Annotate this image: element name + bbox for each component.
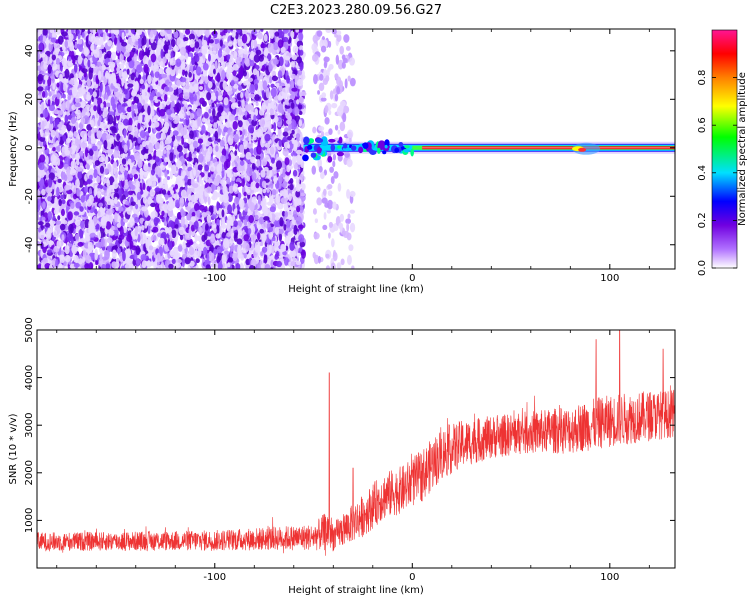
spectrogram-x-label: Height of straight line (km) — [288, 284, 424, 295]
spectrogram-panel: -100 0 100 -40 -20 0 20 40 Height of straight … — [8, 28, 676, 295]
snr-x-ticks: -100 0 100 — [56, 330, 650, 583]
figure-title: C2E3.2023.280.09.56.G27 — [270, 3, 442, 18]
colorbar-gradient — [711, 29, 738, 269]
snr-frame — [36, 329, 676, 569]
snr-series-line — [37, 330, 675, 556]
colorbar-tick-label: 0.4 — [697, 165, 708, 181]
snr-y-tick-label: 3000 — [24, 412, 35, 437]
colorbar-tick-label: 0.6 — [697, 117, 708, 133]
spectrogram-y-ticks: -40 -20 0 20 40 — [24, 44, 675, 253]
spectrogram-y-tick-label: -40 — [24, 237, 35, 253]
spectrogram-frame — [36, 28, 676, 270]
spectrogram-x-ticks: -100 0 100 — [56, 29, 650, 284]
snr-y-ticks: 1000 2000 3000 4000 5000 — [24, 317, 675, 533]
spectrogram-y-tick-label: 20 — [24, 93, 35, 106]
snr-x-label: Height of straight line (km) — [288, 585, 424, 596]
colorbar-ticks: 0.0 0.2 0.4 0.6 0.8 — [697, 70, 737, 276]
spectrogram-y-label: Frequency (Hz) — [8, 111, 19, 187]
spectrogram-y-tick-label: 0 — [24, 145, 35, 151]
spectrogram-x-tick-label: -100 — [203, 273, 226, 284]
snr-x-tick-label: 0 — [409, 572, 415, 583]
spectrogram-y-tick-label: -20 — [24, 188, 35, 204]
snr-y-tick-label: 5000 — [24, 317, 35, 342]
colorbar-tick-label: 0.2 — [697, 212, 708, 228]
spectrogram-y-tick-label: 40 — [24, 44, 35, 57]
spectrogram-x-tick-label: 100 — [600, 273, 619, 284]
spectrogram-carrier — [302, 136, 675, 163]
colorbar-tick-label: 0.0 — [697, 260, 708, 276]
spectrogram-noise — [37, 29, 307, 269]
snr-x-tick-label: -100 — [203, 572, 226, 583]
snr-panel: -100 0 100 1000 2000 3000 4000 5000 Height of … — [8, 317, 676, 596]
colorbar: 0.0 0.2 0.4 0.6 0.8 Normalized spectral ampl… — [697, 29, 748, 276]
spectrogram-x-tick-label: 0 — [409, 273, 415, 284]
snr-y-tick-label: 4000 — [24, 365, 35, 390]
snr-y-tick-label: 2000 — [24, 460, 35, 485]
snr-y-tick-label: 1000 — [24, 508, 35, 533]
snr-y-label: SNR (10 * v/v) — [8, 413, 19, 484]
spectrogram-image — [37, 29, 675, 269]
colorbar-tick-label: 0.8 — [697, 70, 708, 86]
snr-x-tick-label: 100 — [600, 572, 619, 583]
colorbar-label: Normalized spectral amplitude — [737, 72, 748, 226]
